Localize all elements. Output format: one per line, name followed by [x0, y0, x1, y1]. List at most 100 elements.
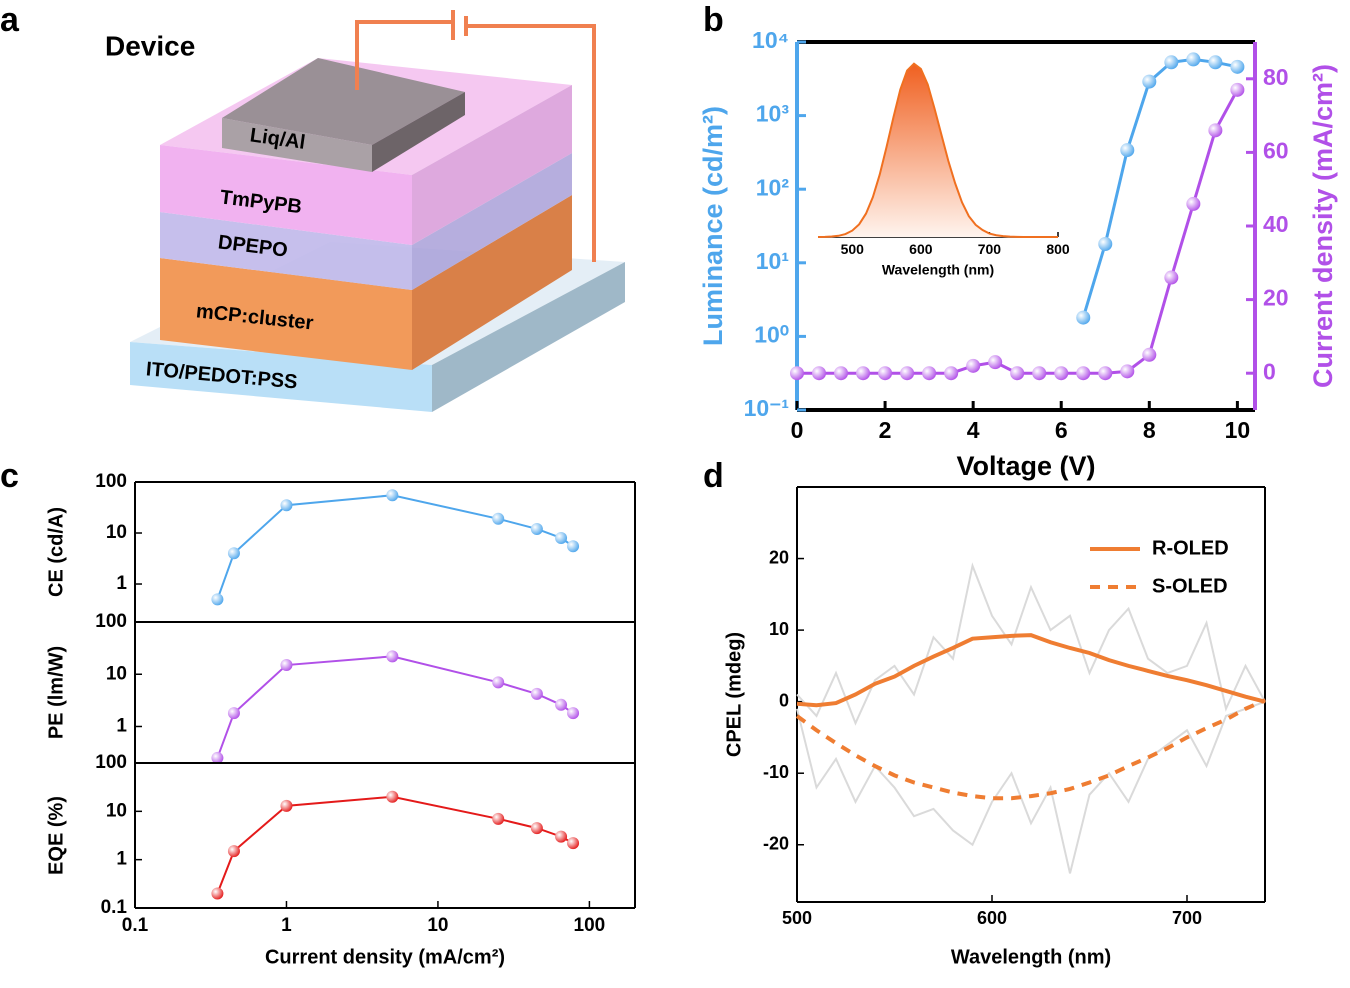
layer-side: [412, 85, 572, 245]
data-point: [567, 540, 580, 553]
layer-front: [160, 145, 412, 245]
data-point: [1032, 366, 1047, 381]
x-axis-label: Current density (mA/cm²): [265, 946, 505, 968]
layer-side: [412, 195, 572, 370]
data-point: [790, 366, 804, 381]
y-tick-label: 10: [106, 522, 127, 543]
y-tick-label: 100: [95, 471, 127, 492]
data-point: [211, 593, 224, 606]
data-point: [1098, 237, 1113, 252]
y-axis-label: EQE (%): [45, 796, 67, 875]
y-tick-label: 10⁰: [754, 321, 789, 347]
y-tick-label: 10¹: [756, 248, 789, 274]
data-point: [386, 790, 399, 803]
data-point: [812, 366, 827, 381]
y-tick-label: -20: [763, 834, 789, 854]
data-point: [530, 822, 543, 835]
panel-label: a: [0, 1, 20, 39]
data-point: [567, 707, 580, 720]
data-point: [1142, 74, 1157, 89]
wire: [466, 24, 596, 262]
x-tick-label: 800: [1046, 241, 1070, 257]
y-axis-label: Luminance (cd/m²): [698, 106, 728, 346]
x-tick-label: 600: [909, 241, 933, 257]
data-point: [555, 698, 568, 711]
y-tick-label: 10⁴: [752, 27, 789, 53]
y2-axis-label: Current density (mA/cm²): [1308, 64, 1338, 388]
x-axis-label: Wavelength (nm): [882, 262, 994, 278]
panel-label: b: [703, 1, 724, 39]
x-tick-label: 100: [574, 915, 606, 936]
series-line: [216, 795, 574, 894]
x-tick-label: 6: [1055, 417, 1068, 443]
x-tick-label: 10: [427, 915, 448, 936]
series-line: [1081, 57, 1238, 319]
data-point: [1208, 123, 1223, 138]
y-tick-label: 1: [116, 573, 127, 594]
data-point: [211, 751, 224, 764]
y-tick-label: 10³: [756, 101, 790, 127]
data-point: [555, 830, 568, 843]
y2-tick-label: 20: [1263, 285, 1289, 311]
data-point: [530, 522, 543, 535]
panel-label: d: [703, 457, 724, 495]
area-fill: [818, 63, 1058, 237]
y-tick-label: 0.1: [101, 897, 128, 918]
layer-front: [160, 258, 412, 370]
device-diagram: Device Liq/Al TmPyPB DPEPO mCP:cluster I…: [105, 10, 625, 412]
data-point: [280, 499, 293, 512]
wire: [355, 20, 452, 90]
data-point: [492, 676, 505, 689]
series-line: [796, 633, 1266, 708]
electrode-side: [372, 92, 465, 172]
y-tick-label: 100: [95, 611, 127, 632]
data-point: [211, 887, 224, 900]
data-point: [1208, 55, 1223, 70]
series-line: [216, 494, 574, 600]
y-tick-label: 0: [779, 690, 789, 710]
data-point: [492, 512, 505, 525]
data-point: [966, 358, 981, 373]
data-point: [1010, 366, 1025, 381]
y-tick-label: 10: [106, 800, 127, 821]
data-point: [1054, 366, 1069, 381]
x-tick-label: 700: [1172, 908, 1202, 928]
x-tick-label: 8: [1143, 417, 1156, 443]
data-point: [567, 837, 580, 850]
data-point: [386, 489, 399, 502]
data-point: [878, 366, 893, 381]
y-axis-label: CE (cd/A): [45, 507, 67, 597]
data-point: [492, 812, 505, 825]
y-tick-label: 10²: [756, 174, 790, 200]
y2-tick-label: 40: [1263, 211, 1289, 237]
data-point: [555, 531, 568, 544]
data-point: [1230, 82, 1245, 97]
data-point: [1076, 310, 1091, 325]
series-line: [796, 700, 1266, 874]
data-point: [922, 366, 937, 381]
data-point: [227, 547, 240, 560]
y-tick-label: 100: [95, 752, 127, 773]
series-line: [216, 655, 574, 759]
panel-label: c: [0, 457, 19, 495]
y-tick-label: 1: [116, 715, 127, 736]
x-tick-label: 4: [967, 417, 980, 443]
data-point: [900, 366, 915, 381]
y-tick-label: 1: [116, 849, 127, 870]
y-tick-label: 10⁻¹: [744, 395, 789, 421]
data-point: [988, 355, 1003, 370]
diagram-title: Device: [105, 30, 195, 61]
legend-label: R-OLED: [1152, 537, 1229, 559]
data-point: [834, 366, 849, 381]
y2-tick-label: 80: [1263, 64, 1289, 90]
y-tick-label: 20: [769, 547, 789, 567]
y-axis-label: PE (lm/W): [45, 646, 67, 739]
y-tick-label: 10: [106, 663, 127, 684]
data-point: [1164, 55, 1179, 70]
x-tick-label: 500: [841, 241, 865, 257]
x-tick-label: 600: [977, 908, 1007, 928]
data-point: [227, 845, 240, 858]
data-point: [386, 650, 399, 663]
y-axis-label: CPEL (mdeg): [723, 632, 745, 757]
